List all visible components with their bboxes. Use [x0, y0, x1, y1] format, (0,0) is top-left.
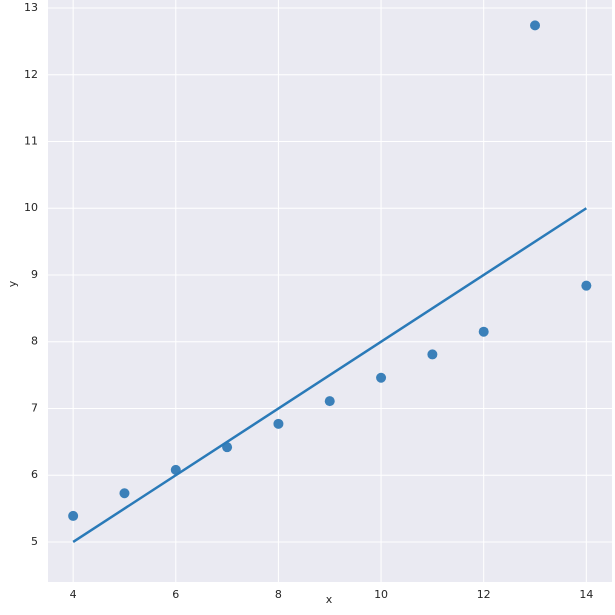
y-tick-label: 13 — [24, 1, 38, 14]
x-tick-label: 8 — [275, 588, 282, 601]
y-tick-label: 11 — [24, 134, 38, 147]
point — [478, 326, 489, 337]
x-tick-label: 4 — [70, 588, 77, 601]
point — [376, 372, 387, 383]
y-tick-label: 12 — [24, 68, 38, 81]
point — [427, 349, 438, 360]
y-tick-label: 9 — [31, 268, 38, 281]
y-tick-label: 6 — [31, 468, 38, 481]
x-tick-label: 10 — [374, 588, 388, 601]
x-tick-label: 14 — [579, 588, 593, 601]
y-axis-label: y — [6, 280, 19, 287]
point — [68, 510, 79, 521]
x-axis-label: x — [326, 593, 333, 606]
x-tick-label: 12 — [477, 588, 491, 601]
point — [119, 488, 130, 499]
y-tick-label: 10 — [24, 201, 38, 214]
y-tick-label: 7 — [31, 401, 38, 414]
point — [581, 280, 592, 291]
point — [530, 20, 541, 31]
point — [273, 418, 284, 429]
fit-line — [72, 207, 588, 544]
y-tick-label: 8 — [31, 335, 38, 348]
x-tick-label: 6 — [172, 588, 179, 601]
plot-area — [48, 0, 612, 582]
y-tick-label: 5 — [31, 535, 38, 548]
point — [324, 396, 335, 407]
